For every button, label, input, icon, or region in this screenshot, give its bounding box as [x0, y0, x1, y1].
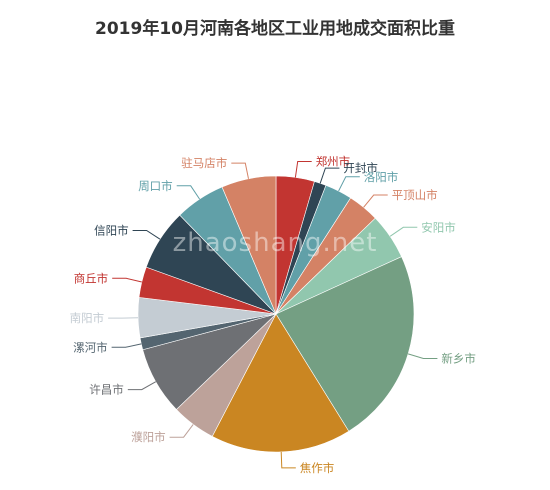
label-line: [111, 343, 142, 348]
slice-label: 郑州市: [316, 155, 351, 169]
slice-label: 安阳市: [421, 220, 456, 234]
label-line: [231, 162, 249, 179]
slice-label: 开封市: [343, 161, 378, 175]
label-line: [407, 353, 438, 359]
slice-label: 许昌市: [89, 383, 124, 397]
label-line: [112, 277, 142, 283]
slice-label: 焦作市: [300, 461, 335, 475]
label-line: [169, 424, 194, 438]
slice-label: 信阳市: [94, 224, 129, 238]
slice-label: 洛阳市: [364, 170, 399, 184]
label-line: [294, 161, 312, 178]
slice-label: 平顶山市: [392, 188, 438, 202]
slice-label: 漯河市: [73, 340, 108, 354]
label-line: [280, 451, 296, 469]
slice-label: 周口市: [138, 179, 173, 193]
label-line: [319, 167, 340, 184]
pie-slice[interactable]: [275, 256, 415, 432]
slice-label: 新乡市: [441, 352, 476, 366]
slice-label: 南阳市: [70, 311, 105, 325]
slice-label: 驻马店市: [181, 156, 227, 170]
label-line: [389, 226, 418, 237]
slice-label: 濮阳市: [131, 430, 166, 444]
label-line: [132, 230, 161, 240]
slice-label: 商丘市: [74, 271, 109, 285]
label-line: [127, 381, 157, 391]
chart-title: 2019年10月河南各地区工业用地成交面积比重: [95, 19, 455, 39]
label-line: [363, 194, 388, 208]
pie-slices: [137, 175, 415, 453]
label-lines: [108, 161, 438, 469]
label-line: [176, 185, 201, 200]
pie-slice[interactable]: [211, 313, 350, 453]
label-line: [338, 176, 360, 192]
